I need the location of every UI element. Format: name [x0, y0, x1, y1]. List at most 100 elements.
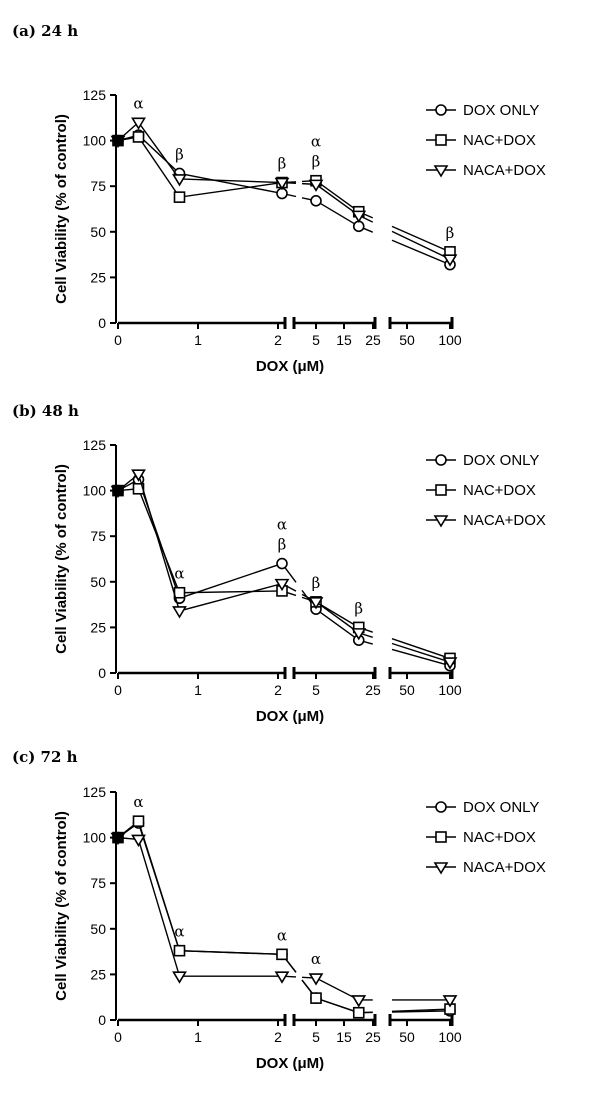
- data-point: [131, 834, 146, 847]
- series-line: [117, 821, 283, 956]
- series-circle: [112, 129, 456, 271]
- data-point: [274, 578, 290, 592]
- data-point: [274, 177, 290, 191]
- series-triangle-down: [110, 832, 458, 1008]
- legend-item: NAC+DOX: [426, 829, 536, 846]
- legend-label: DOX ONLY: [463, 102, 539, 119]
- data-point: [433, 515, 449, 528]
- y-tick-label: 0: [98, 315, 106, 331]
- legend-item: NACA+DOX: [426, 512, 546, 529]
- significance-label: α: [174, 565, 184, 583]
- series-line: [315, 180, 360, 213]
- y-tick-label: 25: [90, 966, 106, 982]
- data-point: [435, 484, 447, 496]
- data-point: [435, 831, 447, 843]
- data-point: [308, 179, 324, 192]
- series-circle: [112, 817, 456, 1019]
- data-point: [172, 174, 187, 187]
- y-tick-label: 125: [83, 87, 107, 103]
- series-line: [117, 121, 283, 184]
- data-point: [351, 995, 367, 1008]
- data-point: [308, 597, 324, 610]
- x-tick-label: 0: [114, 332, 122, 348]
- data-point: [276, 557, 288, 570]
- data-point: [435, 104, 447, 116]
- legend-label: DOX ONLY: [463, 452, 539, 469]
- series-line: [391, 648, 451, 667]
- legend-item: DOX ONLY: [426, 102, 539, 119]
- x-tick-label: 25: [365, 332, 381, 348]
- x-axis-label: DOX (μM): [256, 1055, 324, 1072]
- x-tick-label: 2: [274, 1029, 282, 1045]
- legend-item: NAC+DOX: [426, 482, 536, 499]
- series-line: [391, 642, 451, 663]
- significance-label: α: [133, 94, 143, 112]
- legend-label: NAC+DOX: [463, 482, 536, 499]
- panel-a-title: (a) 24 h: [12, 22, 79, 40]
- x-tick-label: 100: [438, 332, 462, 348]
- data-point: [352, 1006, 365, 1019]
- x-tick-label: 1: [194, 1029, 202, 1045]
- significance-label: β: [278, 536, 287, 554]
- series-line: [117, 472, 283, 612]
- x-tick-label: 15: [336, 1029, 352, 1045]
- series-line: [391, 1008, 451, 1013]
- y-tick-label: 125: [83, 784, 107, 800]
- data-point: [172, 971, 187, 984]
- series-line: [391, 225, 451, 253]
- y-tick-label: 75: [90, 528, 106, 544]
- data-point: [351, 210, 367, 223]
- significance-label: β: [312, 153, 321, 171]
- data-point: [173, 944, 186, 957]
- data-point: [132, 131, 145, 143]
- data-point: [433, 165, 449, 178]
- x-tick-label: 2: [274, 332, 282, 348]
- y-axis-label: Cell Viability (% of control): [53, 114, 70, 304]
- data-point: [442, 254, 458, 267]
- y-tick-label: 50: [90, 921, 106, 937]
- significance-label: β: [312, 574, 321, 592]
- panel-b-title: (b) 48 h: [12, 402, 79, 420]
- y-tick-label: 75: [90, 875, 106, 891]
- control-point: [113, 135, 123, 146]
- legend-item: NACA+DOX: [426, 859, 546, 876]
- data-point: [173, 586, 186, 599]
- y-tick-label: 100: [83, 830, 107, 846]
- significance-label: α: [311, 133, 321, 151]
- y-tick-label: 50: [90, 224, 106, 240]
- legend-item: DOX ONLY: [426, 452, 539, 469]
- significance-label: β: [175, 145, 184, 163]
- significance-label: β: [278, 155, 287, 173]
- series-line: [117, 136, 283, 198]
- series-line: [315, 200, 360, 227]
- y-axis-label: Cell Viability (% of control): [53, 811, 70, 1001]
- data-point: [276, 948, 288, 961]
- significance-label: α: [311, 950, 321, 968]
- chart-24h: 0 25 50 75 100 125 Cell Viability (% of contro…: [53, 87, 546, 375]
- legend-item: DOX ONLY: [426, 799, 539, 816]
- legend-label: NACA+DOX: [463, 859, 546, 876]
- significance-label: β: [354, 599, 363, 617]
- x-axis-label: DOX (μM): [256, 708, 324, 725]
- significance-label: α: [277, 516, 287, 534]
- y-tick-label: 75: [90, 178, 106, 194]
- data-point: [131, 469, 146, 482]
- legend-label: NAC+DOX: [463, 829, 536, 846]
- panel-c-title: (c) 72 h: [12, 748, 78, 766]
- data-point: [173, 191, 186, 203]
- series-circle: [112, 473, 456, 672]
- y-tick-label: 25: [90, 269, 106, 285]
- x-tick-label: 50: [399, 1029, 415, 1045]
- data-point: [433, 862, 449, 875]
- data-point: [442, 995, 458, 1008]
- data-point: [308, 973, 324, 986]
- series-line: [117, 819, 283, 956]
- legend-item: NAC+DOX: [426, 132, 536, 149]
- data-point: [442, 657, 458, 670]
- series-line: [391, 239, 451, 266]
- legend-label: NAC+DOX: [463, 132, 536, 149]
- data-point: [435, 454, 447, 466]
- significance-label: α: [174, 923, 184, 941]
